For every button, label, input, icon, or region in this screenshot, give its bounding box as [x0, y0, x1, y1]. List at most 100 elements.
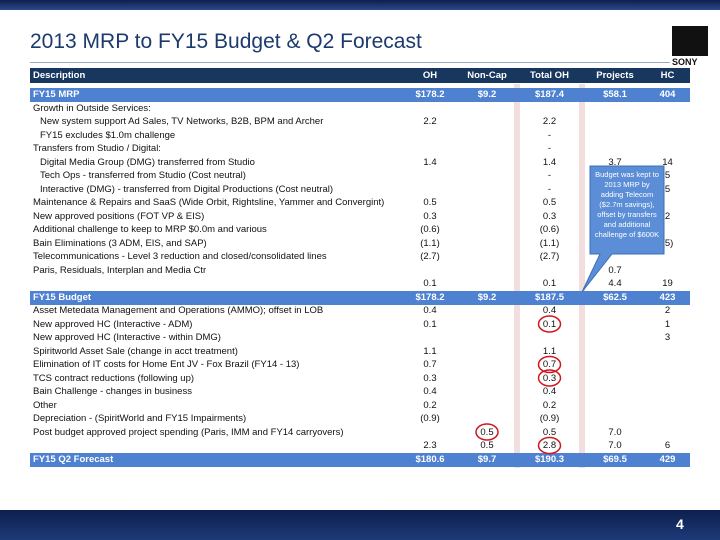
- row-label: New approved positions (FOT VP & EIS): [33, 210, 205, 222]
- table-value: (2.7): [539, 251, 560, 262]
- table-value: 2.8: [542, 440, 557, 451]
- row-label: Interactive (DMG) - transferred from Dig…: [40, 183, 334, 195]
- row-label: New approved HC (Interactive - within DM…: [33, 332, 221, 343]
- column-header: OH: [422, 70, 438, 81]
- table-value: 0.2: [423, 399, 437, 411]
- callout-shape: [581, 165, 665, 293]
- table-value: 0.4: [423, 386, 437, 397]
- row-label: FY15 excludes $1.0m challenge: [40, 129, 176, 141]
- highlight-circle: [537, 315, 562, 333]
- table-value: $190.3: [534, 453, 565, 465]
- column-header: Projects: [596, 70, 634, 81]
- table-value: 0.4: [542, 386, 557, 397]
- row-label: New system support Ad Sales, TV Networks…: [40, 116, 324, 127]
- table-value: $187.5: [534, 291, 565, 303]
- row-label: Growth in Outside Services:: [33, 102, 151, 114]
- table-value: 0.2: [542, 399, 557, 411]
- table-value: $178.2: [415, 291, 445, 303]
- table-value: $9.7: [477, 453, 497, 465]
- table-value: (0.9): [539, 413, 560, 424]
- highlight-bar: [30, 290, 690, 305]
- table-value: 1.4: [542, 156, 557, 168]
- table-value: 19: [662, 278, 673, 289]
- highlight-circle: [537, 436, 562, 455]
- table-value: 404: [659, 89, 676, 100]
- table-value: 0.3: [423, 210, 437, 222]
- table-value: $180.6: [415, 453, 445, 465]
- table-value: 423: [659, 291, 676, 303]
- row-label: Tech Ops - transferred from Studio (Cost…: [40, 170, 246, 181]
- row-label: Spiritworld Asset Sale (change in acct t…: [33, 345, 238, 357]
- row-label: TCS contract reductions (following up): [33, 372, 195, 384]
- table-value: 6: [664, 440, 671, 451]
- row-label: Asset Metedata Management and Operations…: [33, 305, 324, 316]
- table-value: 0.5: [542, 197, 557, 208]
- row-label: Maintenance & Repairs and SaaS (Wide Orb…: [33, 197, 385, 208]
- column-header: Total OH: [530, 70, 569, 81]
- table-value: -: [547, 129, 552, 141]
- table-value: 1.1: [542, 345, 557, 357]
- table-value: 0.7: [423, 359, 437, 370]
- table-value: $178.2: [415, 89, 445, 100]
- table-value: $9.2: [477, 291, 497, 303]
- table-value: 0.7: [542, 359, 557, 370]
- table-value: 5: [664, 170, 671, 181]
- row-label: Post budget approved project spending (P…: [33, 426, 344, 438]
- column-header: Non-Cap: [467, 70, 507, 81]
- row-label: Paris, Residuals, Interplan and Media Ct…: [33, 264, 207, 276]
- column-header: Description: [33, 70, 86, 81]
- table-value: 3.7: [608, 156, 622, 168]
- table-value: -: [547, 183, 552, 195]
- table-value: 4.4: [608, 278, 622, 289]
- table-value: 0.5: [480, 440, 494, 451]
- table-value: 1.4: [423, 156, 437, 168]
- table-value: (1.1): [420, 237, 440, 249]
- table-value: (0.9): [420, 413, 440, 424]
- table-value: -: [547, 143, 552, 154]
- table-value: 0.5: [480, 426, 494, 438]
- table-value: 0.4: [542, 305, 557, 316]
- column-header: HC: [660, 70, 675, 81]
- table-value: 7.0: [608, 426, 622, 438]
- table-value: 0.5: [542, 426, 557, 438]
- row-label: FY15 MRP: [33, 89, 80, 100]
- table-value: 14: [662, 156, 673, 168]
- table-value: 0.1: [423, 278, 437, 289]
- table-value: (5): [661, 237, 674, 249]
- row-label: Additional challenge to keep to MRP $0.0…: [33, 224, 267, 235]
- highlight-circle: [475, 423, 499, 441]
- table-value: 1: [664, 318, 671, 330]
- table-value: $62.5: [603, 291, 627, 303]
- table-value: 2: [664, 305, 671, 316]
- row-label: Transfers from Studio / Digital:: [33, 143, 161, 154]
- table-value: 5: [664, 183, 671, 195]
- highlight-circle: [537, 369, 562, 387]
- table-value: 0.5: [423, 197, 437, 208]
- row-label: New approved HC (Interactive - ADM): [33, 318, 193, 330]
- table-value: $9.2: [477, 89, 497, 100]
- row-label: Digital Media Group (DMG) transferred fr…: [40, 156, 255, 168]
- row-label: Depreciation - (SpiritWorld and FY15 Imp…: [33, 413, 247, 424]
- table-value: 0.3: [542, 372, 557, 384]
- bottom-bar: [0, 510, 720, 540]
- table-value: (0.6): [539, 224, 560, 235]
- table-value: (1.1): [539, 237, 560, 249]
- table-value: 2.2: [542, 116, 557, 127]
- title-rule: [30, 62, 670, 63]
- highlight-circle: [537, 355, 562, 374]
- highlight-bar: [30, 88, 690, 102]
- table-value: 0.3: [542, 210, 557, 222]
- table-value: (2.7): [420, 251, 440, 262]
- table-value: 7.0: [608, 440, 622, 451]
- logo-block: [672, 26, 708, 56]
- strip: [579, 84, 585, 468]
- highlight-bar: [30, 452, 690, 467]
- logo: SONY: [672, 57, 698, 67]
- row-label: FY15 Budget: [33, 291, 92, 303]
- table-value: $58.1: [603, 89, 627, 100]
- table-value: 2.3: [423, 440, 437, 451]
- table-value: 0.4: [423, 305, 437, 316]
- strip: [514, 84, 520, 468]
